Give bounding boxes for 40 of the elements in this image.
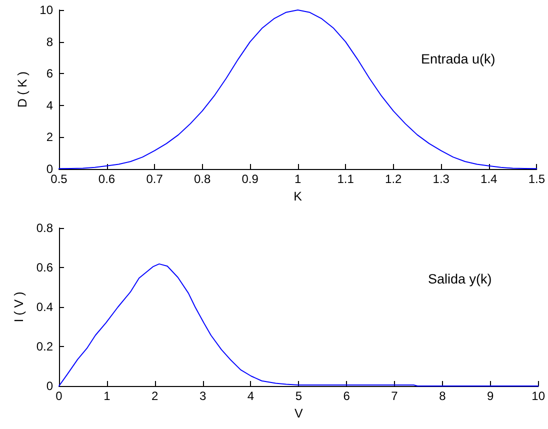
- x-tick-label: 1.2: [385, 172, 402, 186]
- y-tick-label: 0.8: [36, 221, 54, 235]
- y-tick-label: 2: [46, 130, 54, 144]
- annotation: Salida y(k): [428, 272, 492, 286]
- x-tick-label: 1: [104, 389, 111, 403]
- x-tick-label: 1.3: [432, 172, 450, 186]
- y-tick-label: 0.4: [36, 300, 54, 314]
- y-tick-label: 0.6: [36, 260, 54, 274]
- x-tick-label: 1.5: [528, 172, 546, 186]
- y-tick-label: 0: [46, 379, 54, 393]
- x-tick-label: 1: [294, 172, 302, 186]
- x-tick-label: 6: [343, 389, 350, 403]
- x-tick-label: 3: [199, 389, 206, 403]
- y-tick-label: 0.2: [36, 340, 54, 354]
- annotation: Entrada u(k): [421, 52, 496, 66]
- x-axis-title: K: [294, 190, 303, 204]
- x-tick-label: 7: [391, 389, 398, 403]
- y-tick-label: 4: [46, 98, 54, 112]
- x-tick-label: 0.7: [146, 172, 164, 186]
- y-tick-label: 10: [40, 3, 54, 17]
- x-tick-label: 0.8: [194, 172, 211, 186]
- y-tick-label: 0: [46, 162, 54, 176]
- x-tick-label: 0.9: [242, 172, 259, 186]
- x-tick-label: 2: [152, 389, 159, 403]
- x-tick-label: 1.1: [337, 172, 354, 186]
- x-tick-label: 0: [56, 389, 63, 403]
- x-axis-title: V: [294, 406, 304, 420]
- y-tick-label: 8: [46, 34, 54, 49]
- x-tick-label: 4: [247, 389, 254, 403]
- x-tick-label: 9: [487, 389, 494, 403]
- x-tick-label: 8: [439, 389, 446, 403]
- y-axis-title: I ( V ): [12, 292, 26, 322]
- y-tick-label: 6: [46, 66, 54, 81]
- x-tick-label: 1.4: [480, 172, 498, 186]
- y-axis-title: D ( K ): [15, 71, 30, 108]
- line-series: [58, 10, 538, 170]
- x-tick-label: 5: [295, 389, 302, 403]
- x-tick-label: 0.5: [50, 172, 68, 186]
- x-tick-label: 10: [532, 389, 546, 403]
- x-tick-label: 0.6: [98, 172, 116, 186]
